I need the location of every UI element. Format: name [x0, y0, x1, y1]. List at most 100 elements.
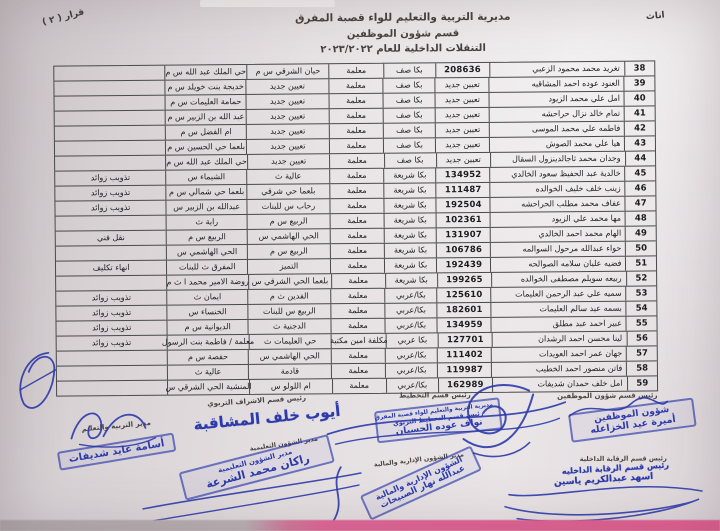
- cell-note: تذويب زوائد: [90, 203, 131, 213]
- cell-qualification: بكا شريعة: [383, 243, 437, 258]
- cell-name: حواء عبدالله مرحول السوالمه: [490, 241, 626, 257]
- cell-note: [57, 381, 167, 396]
- cell-to-school: راية ث: [165, 214, 247, 230]
- cell-name: ربيعه سويلم مصطفى الخوالده: [490, 271, 626, 287]
- cell-ministry-number: 102361: [435, 212, 491, 228]
- cell-to-school: المفرق ث للبنات: [166, 259, 248, 275]
- cell-to-school: عالية ث: [167, 364, 249, 380]
- cell-qualification: بكا صف: [382, 138, 436, 153]
- cell-to-school: الحي الهاشمي س: [166, 244, 248, 260]
- cell-qualification: بكا شريعة: [383, 183, 436, 198]
- margin-signature-mark: [19, 351, 57, 409]
- cell-note: [56, 276, 166, 291]
- cell-serial: 44: [624, 151, 656, 166]
- cell-serial: 45: [624, 166, 656, 181]
- cell-qualification: بكا شريعة: [383, 198, 436, 213]
- cell-note: [56, 246, 166, 261]
- cell-from-school: بلعما حي شرقي: [246, 184, 330, 199]
- cell-serial: 58: [626, 361, 657, 376]
- cell-note: تذويب زوائد: [92, 322, 132, 333]
- cell-ministry-number: تعيين جديد: [434, 92, 490, 108]
- cell-qualification: بكا شريعة: [383, 213, 436, 228]
- cell-qualification: بكا شريعة: [383, 228, 437, 243]
- cell-note: تذويب زوائد: [91, 292, 132, 303]
- cell-ministry-number: 208636: [434, 62, 490, 78]
- cell-serial: 39: [623, 76, 655, 91]
- cell-name: فاتن منصور احمد الخطيب: [491, 361, 627, 377]
- cell-name: العنود عوده احمد المشاقبه: [488, 76, 624, 92]
- cell-serial: 38: [623, 61, 655, 76]
- cell-note: [55, 96, 165, 111]
- cell-ministry-number: تعيين جديد: [435, 122, 490, 138]
- cell-ministry-number: 111402: [436, 347, 492, 363]
- cell-from-school: الحي الهاشمي س: [246, 229, 330, 244]
- cell-qualification: بكا/عربي: [384, 348, 438, 363]
- cell-serial: 53: [625, 286, 657, 301]
- cell-note: تذويب زوائد: [91, 307, 132, 318]
- cell-serial: 55: [625, 316, 657, 331]
- cell-ministry-number: تعيين جديد: [434, 77, 489, 93]
- cell-job-title: معلمة: [329, 183, 384, 199]
- cell-qualification: بكا عربي: [385, 333, 438, 348]
- cell-from-school: تعيين جديد: [245, 139, 329, 154]
- cell-to-school: بلعما حي شمالي س م: [165, 184, 247, 200]
- cell-from-school: قادمة: [247, 364, 331, 379]
- cell-serial: 57: [626, 346, 657, 361]
- cell-to-school: الديوانية س م: [166, 319, 248, 335]
- cell-qualification: بكا/عربي: [384, 318, 437, 333]
- cell-note: [54, 81, 164, 96]
- cell-qualification: بكا/عربي: [384, 303, 437, 318]
- cell-job-title: معلمة: [329, 153, 384, 169]
- cell-to-school: معلمة / فاطمة بنت الرسول: [162, 334, 254, 350]
- cell-qualification: بكا شريعة: [384, 273, 437, 288]
- cell-from-school: الربيع س م: [246, 214, 330, 229]
- cell-ministry-number: تعيين جديد: [435, 137, 490, 153]
- cell-from-school: الدجنية ث: [247, 319, 331, 334]
- cell-from-school: الفدين ث م: [247, 289, 331, 304]
- cell-qualification: بكا/عربي: [384, 288, 437, 303]
- cell-from-school: بلعما الحي الشرقي س: [248, 274, 331, 289]
- cell-name: سميه علي عبد الرحمن العليمات: [490, 286, 626, 302]
- cell-job-title: معلمة: [328, 63, 383, 79]
- cell-job-title: معلمة: [330, 363, 386, 379]
- cell-to-school: ام الفضل س م: [165, 124, 246, 140]
- cell-to-school: عبدالله بن الزبير س: [165, 199, 247, 215]
- cell-ministry-number: 125610: [436, 287, 491, 303]
- cell-job-title: معلمة: [328, 78, 383, 94]
- cell-serial: 52: [625, 271, 657, 286]
- cell-serial: 51: [625, 256, 657, 271]
- cell-job-title: معلمة: [330, 273, 385, 289]
- cell-serial: 49: [625, 226, 656, 241]
- cell-job-title: معلمة: [329, 243, 384, 259]
- cell-ministry-number: 127701: [437, 332, 492, 348]
- cell-job-title: معلمة: [328, 108, 383, 124]
- cell-job-title: معلمة: [329, 213, 384, 229]
- decision-number-note: قرار ( ٢ ): [41, 7, 86, 28]
- cell-job-title: معلمة: [329, 198, 384, 214]
- cell-serial: 59: [626, 376, 658, 391]
- cell-serial: 56: [626, 331, 657, 346]
- cell-name: امل علي محمد الزيود: [488, 91, 625, 107]
- cell-qualification: بكا صف: [382, 123, 436, 138]
- cell-from-school: الحي الهاشمي س: [247, 349, 331, 364]
- paper-edge-highlight: [200, 0, 335, 7]
- cell-name: عفاف محمد مطلب الحراحشه: [489, 196, 625, 212]
- cell-note: نقل فني: [96, 233, 125, 243]
- cell-note: [56, 216, 166, 231]
- cell-qualification: بكا صف: [382, 108, 436, 123]
- cell-job-title: معلمة: [328, 138, 384, 154]
- cell-ministry-number: 131907: [435, 227, 491, 243]
- cell-serial: 41: [624, 106, 655, 121]
- cell-qualification: بكا شريعة: [383, 258, 437, 273]
- cell-ministry-number: 134959: [436, 317, 492, 333]
- cell-job-title: معلمة: [329, 228, 384, 244]
- cell-ministry-number: 134952: [435, 167, 490, 183]
- cell-to-school: حي الملك عبد الله س م: [165, 154, 247, 170]
- cell-name: خالدية عبد الحفيظ سعود الخالدي: [489, 166, 625, 182]
- cell-name: مها محمد علي الزيود: [489, 211, 626, 227]
- cell-name: فاطمه علي محمد الموسى: [489, 121, 625, 137]
- list-title: التنقلات الداخلية للعام ٢٠٢٣/٢٠٢٢: [320, 42, 486, 56]
- cell-note: تذويب زوائد: [91, 337, 132, 348]
- cell-name: تغريد محمد محمود الزعبي: [488, 61, 624, 77]
